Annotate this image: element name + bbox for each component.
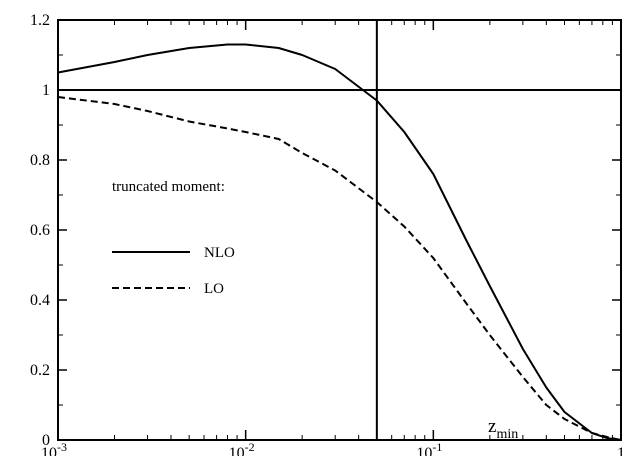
- series-line-lo: [57, 96, 622, 441]
- series-line-nlo: [57, 43, 622, 441]
- x-tick-label: 10-3: [41, 440, 67, 456]
- legend: truncated moment: NLO LO: [112, 179, 235, 297]
- x-tick-label: 10-2: [229, 440, 255, 456]
- y-tick-label: 0.8: [30, 152, 50, 169]
- y-tick-label: 0.6: [30, 222, 50, 239]
- legend-label-lo: LO: [204, 281, 224, 297]
- legend-title: truncated moment:: [112, 179, 225, 195]
- plot-frame: [57, 19, 622, 441]
- reference-lines: [58, 20, 621, 440]
- x-tick-label: 10-1: [416, 440, 442, 456]
- x-axis-label-main: z: [488, 416, 496, 437]
- y-tick-label: 0: [42, 432, 50, 449]
- legend-label-nlo: NLO: [204, 245, 235, 261]
- series-layer: [57, 43, 622, 441]
- y-tick-label: 1: [42, 82, 50, 99]
- y-tick-label: 0.4: [30, 292, 50, 309]
- x-tick-label: 1: [617, 445, 625, 456]
- y-tick-label: 0.2: [30, 362, 50, 379]
- y-tick-label: 1.2: [30, 12, 50, 29]
- x-axis-label-sub: min: [496, 427, 518, 442]
- x-axis-label: zmin: [488, 416, 518, 442]
- ticks-layer: 0 0.2 0.4 0.6 0.8 1 1.2 10-3 10-2 10-1 1: [30, 12, 625, 456]
